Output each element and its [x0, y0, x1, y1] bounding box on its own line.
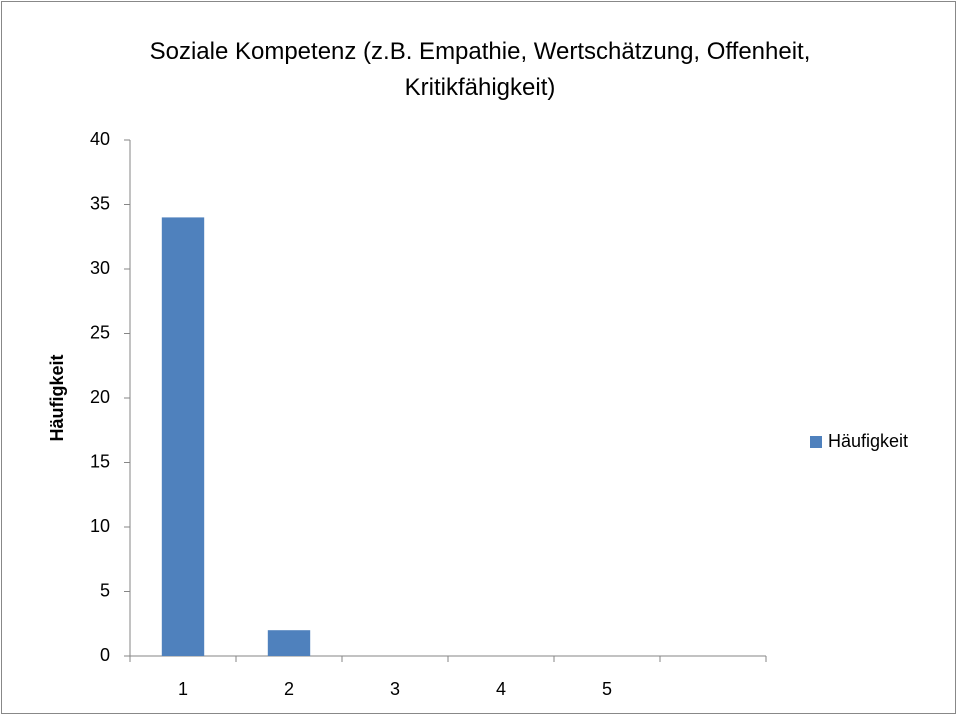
y-tick-label: 40	[90, 129, 110, 149]
bar	[161, 217, 205, 656]
y-tick-label: 5	[100, 580, 110, 600]
legend-label: Häufigkeit	[828, 431, 908, 451]
x-tick-label: 1	[178, 679, 188, 699]
y-tick-label: 10	[90, 516, 110, 536]
x-tick-label: 4	[496, 679, 506, 699]
y-tick-label: 25	[90, 322, 110, 342]
y-axis-label: Häufigkeit	[47, 354, 67, 441]
y-tick-label: 15	[90, 451, 110, 471]
x-tick-label: 2	[284, 679, 294, 699]
chart-title: Soziale Kompetenz (z.B. Empathie, Wertsc…	[149, 38, 811, 101]
x-tick-label: 5	[602, 679, 612, 699]
y-tick-label: 30	[90, 258, 110, 278]
bar	[267, 630, 311, 656]
x-tick-label: 3	[390, 679, 400, 699]
y-tick-label: 20	[90, 387, 110, 407]
y-tick-label: 0	[100, 645, 110, 665]
y-tick-label: 35	[90, 193, 110, 213]
legend-swatch	[810, 436, 822, 448]
